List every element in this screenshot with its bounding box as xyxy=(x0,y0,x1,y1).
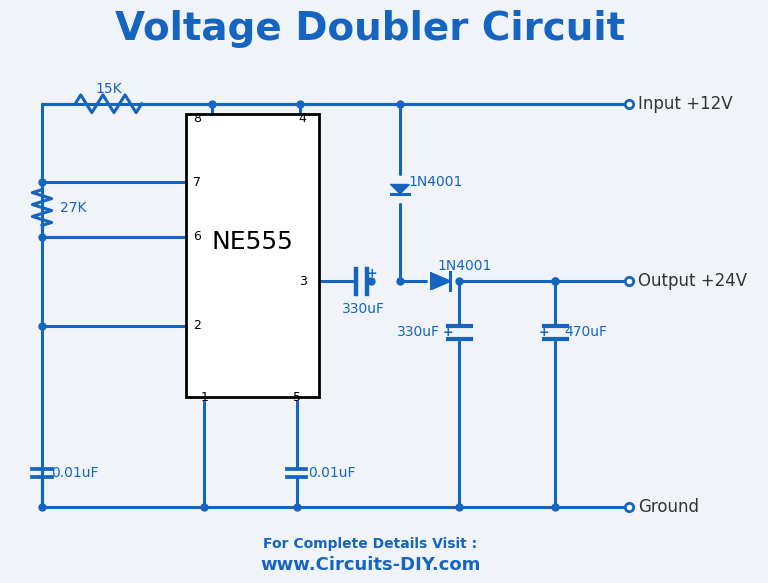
Text: Input +12V: Input +12V xyxy=(637,95,733,113)
Text: 15K: 15K xyxy=(95,82,122,96)
Text: +: + xyxy=(442,326,453,339)
Text: 470uF: 470uF xyxy=(564,325,607,339)
Text: Output +24V: Output +24V xyxy=(637,272,746,290)
Text: 8: 8 xyxy=(193,113,201,125)
Text: Ground: Ground xyxy=(637,497,699,515)
Text: For Complete Details Visit :: For Complete Details Visit : xyxy=(263,537,478,551)
Text: 5: 5 xyxy=(293,391,301,404)
Text: +: + xyxy=(366,266,377,280)
Text: +: + xyxy=(538,326,549,339)
Text: 27K: 27K xyxy=(61,201,87,215)
Text: www.Circuits-DIY.com: www.Circuits-DIY.com xyxy=(260,556,481,574)
Text: NE555: NE555 xyxy=(211,230,293,254)
Text: 1N4001: 1N4001 xyxy=(409,175,463,189)
Text: 7: 7 xyxy=(193,176,201,189)
Text: 330uF: 330uF xyxy=(397,325,440,339)
Text: 4: 4 xyxy=(299,113,306,125)
Text: 1: 1 xyxy=(200,391,208,404)
Text: 2: 2 xyxy=(193,319,201,332)
Text: 0.01uF: 0.01uF xyxy=(308,466,356,480)
Text: 0.01uF: 0.01uF xyxy=(51,466,98,480)
Text: Voltage Doubler Circuit: Voltage Doubler Circuit xyxy=(115,10,626,48)
Text: 6: 6 xyxy=(193,230,201,243)
Text: 330uF: 330uF xyxy=(342,302,385,316)
Polygon shape xyxy=(391,185,409,194)
Polygon shape xyxy=(431,273,450,290)
Bar xyxy=(186,114,319,397)
Text: 1N4001: 1N4001 xyxy=(437,259,492,273)
Text: 3: 3 xyxy=(299,275,306,288)
